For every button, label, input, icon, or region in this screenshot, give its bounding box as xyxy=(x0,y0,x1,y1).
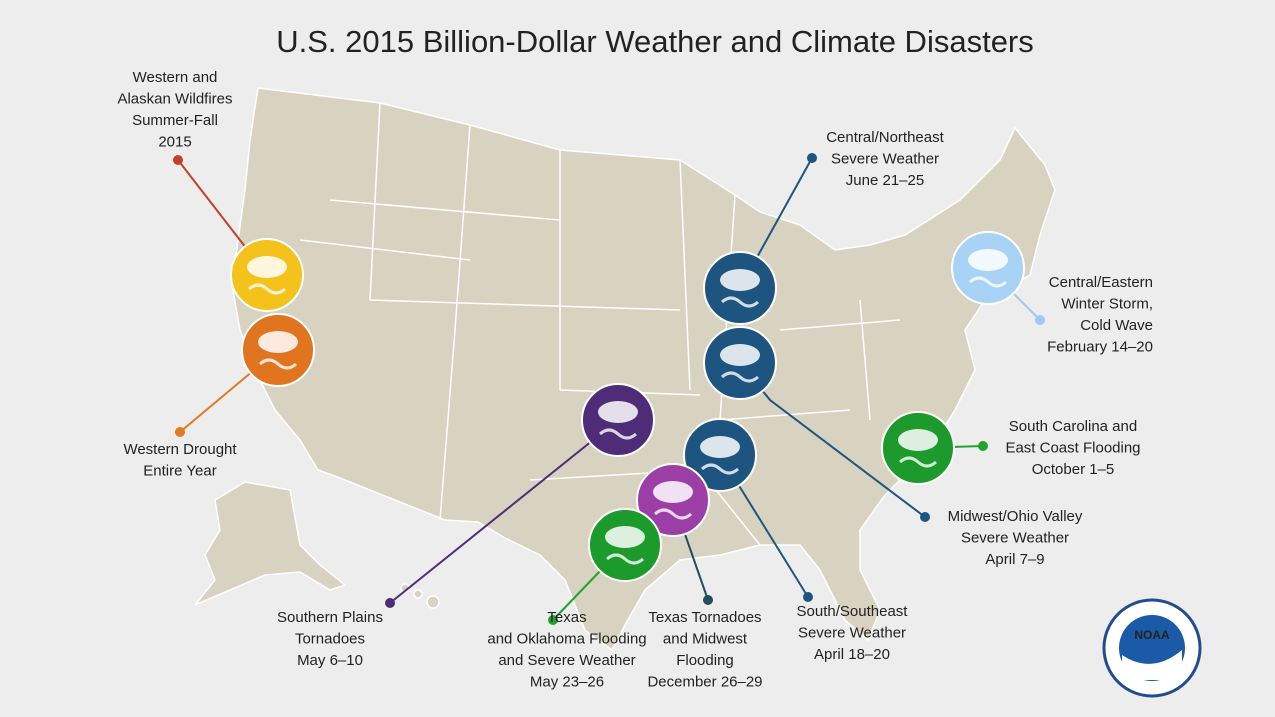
icon-detail xyxy=(701,463,739,475)
icon-detail xyxy=(721,296,759,308)
events: Western and Alaskan Wildfires Summer-Fall 2… xyxy=(117,69,1153,691)
callout-dot xyxy=(703,595,713,605)
icon-symbol xyxy=(247,256,287,278)
event-label: South Carolina and xyxy=(1009,418,1137,435)
callout-dot xyxy=(385,598,395,608)
alaska xyxy=(194,481,347,606)
callout-dot xyxy=(807,153,817,163)
event-label: Midwest/Ohio Valley xyxy=(948,508,1083,525)
noaa-logo: NOAA xyxy=(1102,598,1202,698)
title: U.S. 2015 Billion-Dollar Weather and Cli… xyxy=(276,24,1034,59)
logo-bird xyxy=(1122,650,1182,680)
event-label: Summer-Fall xyxy=(132,112,218,129)
event-label: Flooding xyxy=(676,652,734,669)
icon-detail xyxy=(654,508,692,520)
event-label: April 7–9 xyxy=(985,551,1044,568)
event-label: South/Southeast xyxy=(797,603,909,620)
event-label: Alaskan Wildfires xyxy=(117,90,232,107)
event-label: and Oklahoma Flooding xyxy=(487,630,646,647)
event-label: May 23–26 xyxy=(530,673,604,690)
icon-detail xyxy=(969,276,1007,288)
us-map xyxy=(194,87,1056,652)
event-label: Entire Year xyxy=(143,462,216,479)
event-label: Western Drought xyxy=(123,441,237,458)
event-label: and Severe Weather xyxy=(498,652,635,669)
icon-symbol xyxy=(700,436,740,458)
icon-detail xyxy=(606,553,644,565)
event-label: Severe Weather xyxy=(961,529,1069,546)
event-label: October 1–5 xyxy=(1032,461,1115,478)
event-label: East Coast Flooding xyxy=(1005,439,1140,456)
hawaii xyxy=(413,589,423,599)
event-label: 2015 xyxy=(158,133,191,150)
event-label: February 14–20 xyxy=(1047,338,1153,355)
logo-text: NOAA xyxy=(1134,628,1170,642)
icon-symbol xyxy=(720,269,760,291)
icon-detail xyxy=(899,456,937,468)
callout-dot xyxy=(803,592,813,602)
icon-symbol xyxy=(598,401,638,423)
contiguous-us xyxy=(231,87,1056,652)
event-label: and Midwest xyxy=(663,630,748,647)
icon-detail xyxy=(248,283,286,295)
icon-symbol xyxy=(653,481,693,503)
event-label: June 21–25 xyxy=(846,172,924,189)
event-label: May 6–10 xyxy=(297,652,363,669)
icon-detail xyxy=(721,371,759,383)
event-label: Western and xyxy=(133,69,218,86)
icon-symbol xyxy=(968,249,1008,271)
event-label: April 18–20 xyxy=(814,646,890,663)
event-label: Severe Weather xyxy=(831,150,939,167)
callout-dot xyxy=(920,512,930,522)
icon-detail xyxy=(599,428,637,440)
icon-symbol xyxy=(605,526,645,548)
event-label: Cold Wave xyxy=(1080,317,1153,334)
event-label: December 26–29 xyxy=(647,673,762,690)
event-label: Tornadoes xyxy=(295,630,365,647)
icon-symbol xyxy=(720,344,760,366)
callout-line xyxy=(389,419,619,604)
event-label: Central/Eastern xyxy=(1049,274,1153,291)
event-label: Winter Storm, xyxy=(1061,295,1153,312)
icon-symbol xyxy=(258,331,298,353)
event-label: Southern Plains xyxy=(277,609,383,626)
icon-symbol xyxy=(898,429,938,451)
event-label: Central/Northeast xyxy=(826,129,944,146)
callout-dot xyxy=(175,427,185,437)
callout-dot xyxy=(173,155,183,165)
event-label: Texas xyxy=(547,609,586,626)
hawaii xyxy=(426,595,440,609)
event-label: Texas Tornadoes xyxy=(648,609,761,626)
callout-dot xyxy=(548,615,558,625)
callout-dot xyxy=(1035,315,1045,325)
icon-detail xyxy=(259,358,297,370)
event-label: Severe Weather xyxy=(798,624,906,641)
callout-dot xyxy=(978,441,988,451)
